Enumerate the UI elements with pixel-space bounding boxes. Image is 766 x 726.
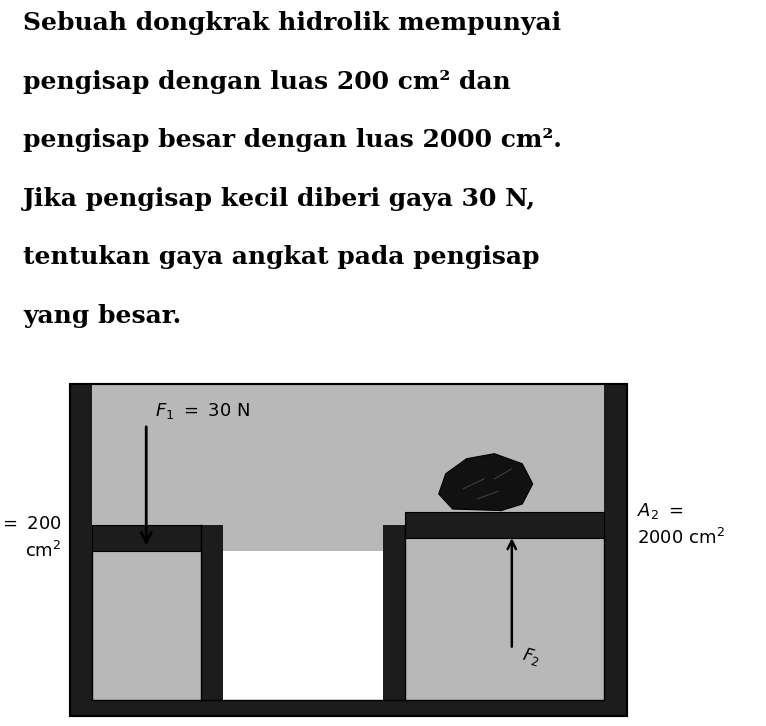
Bar bbox=[405, 512, 604, 538]
Polygon shape bbox=[439, 454, 532, 510]
Bar bbox=[70, 384, 627, 716]
Bar bbox=[70, 384, 627, 716]
Bar bbox=[92, 525, 201, 551]
Text: $\mathit{A}_{2}\ =$
$2000\ \mathrm{cm}^2$: $\mathit{A}_{2}\ =$ $2000\ \mathrm{cm}^2… bbox=[637, 502, 725, 548]
Text: pengisap besar dengan luas 2000 cm².: pengisap besar dengan luas 2000 cm². bbox=[23, 129, 561, 152]
Text: yang besar.: yang besar. bbox=[23, 304, 182, 328]
Bar bbox=[383, 525, 405, 700]
Text: $\mathit{F}_{2}$: $\mathit{F}_{2}$ bbox=[520, 645, 542, 669]
Bar bbox=[201, 525, 223, 700]
Text: $\mathit{A}_{1}\ =\ 200$
$\mathrm{cm}^2$: $\mathit{A}_{1}\ =\ 200$ $\mathrm{cm}^2$ bbox=[0, 515, 61, 561]
Bar bbox=[70, 384, 92, 716]
Bar bbox=[604, 384, 627, 716]
Text: tentukan gaya angkat pada pengisap: tentukan gaya angkat pada pengisap bbox=[23, 245, 539, 269]
Bar bbox=[70, 700, 627, 716]
Text: Sebuah dongkrak hidrolik mempunyai: Sebuah dongkrak hidrolik mempunyai bbox=[23, 11, 561, 35]
Text: pengisap dengan luas 200 cm² dan: pengisap dengan luas 200 cm² dan bbox=[23, 70, 511, 94]
Text: $\mathit{F}_{1}\ =\ 30\ \mathrm{N}$: $\mathit{F}_{1}\ =\ 30\ \mathrm{N}$ bbox=[155, 401, 250, 422]
Bar bbox=[405, 538, 604, 551]
Bar bbox=[223, 551, 383, 700]
Text: Jika pengisap kecil diberi gaya 30 N,: Jika pengisap kecil diberi gaya 30 N, bbox=[23, 187, 536, 211]
